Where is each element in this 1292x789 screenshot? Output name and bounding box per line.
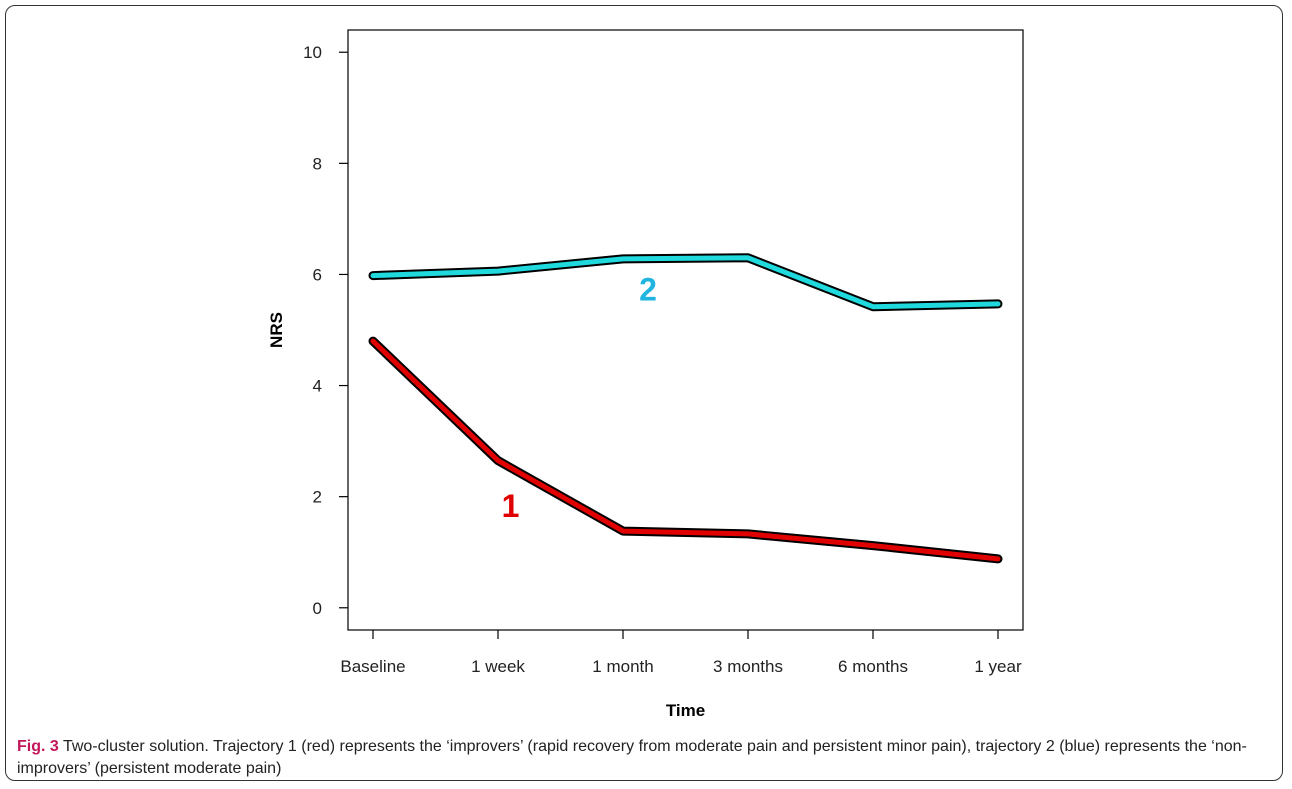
annotation-layer: 12 bbox=[502, 271, 657, 524]
caption-label: Fig. 3 bbox=[17, 738, 59, 755]
x-tick-label: Baseline bbox=[340, 657, 405, 676]
caption-fig-prefix: Fig. bbox=[17, 738, 46, 755]
x-tick-label: 6 months bbox=[838, 657, 908, 676]
y-axis-label: NRS bbox=[267, 312, 286, 348]
x-axis: Baseline 1 week 1 month 3 months 6 months 1 y… bbox=[340, 630, 1022, 676]
x-tick-label: 1 year bbox=[974, 657, 1022, 676]
x-tick-label: 3 months bbox=[713, 657, 783, 676]
series-1-outline bbox=[368, 336, 1003, 564]
figure-frame bbox=[5, 5, 1283, 781]
y-tick-label: 6 bbox=[313, 265, 322, 284]
figure-caption: Fig. 3 Two-cluster solution. Trajectory … bbox=[17, 736, 1277, 780]
x-tick-label: 1 month bbox=[592, 657, 653, 676]
series-layer bbox=[368, 253, 1003, 564]
x-axis-label: Time bbox=[666, 701, 705, 720]
y-tick-label: 0 bbox=[313, 599, 322, 618]
caption-fig-number: 3 bbox=[49, 738, 59, 755]
y-tick-label: 4 bbox=[313, 377, 322, 396]
series-label-2: 2 bbox=[639, 271, 657, 307]
series-2-outline bbox=[368, 253, 1003, 312]
y-tick-label: 2 bbox=[313, 488, 322, 507]
line-chart: 0 2 4 6 8 10 Baseline 1 week 1 month 3 months 6 m… bbox=[267, 29, 1024, 720]
y-tick-label: 8 bbox=[313, 154, 322, 173]
y-axis: 0 2 4 6 8 10 bbox=[303, 43, 348, 618]
x-tick-label: 1 week bbox=[471, 657, 525, 676]
series-2-line bbox=[370, 255, 1001, 310]
plot-area bbox=[347, 29, 1024, 631]
caption-text: Two-cluster solution. Trajectory 1 (red)… bbox=[17, 738, 1247, 777]
series-1-line bbox=[370, 338, 1001, 562]
y-tick-label: 10 bbox=[303, 43, 322, 62]
series-label-1: 1 bbox=[502, 488, 520, 524]
